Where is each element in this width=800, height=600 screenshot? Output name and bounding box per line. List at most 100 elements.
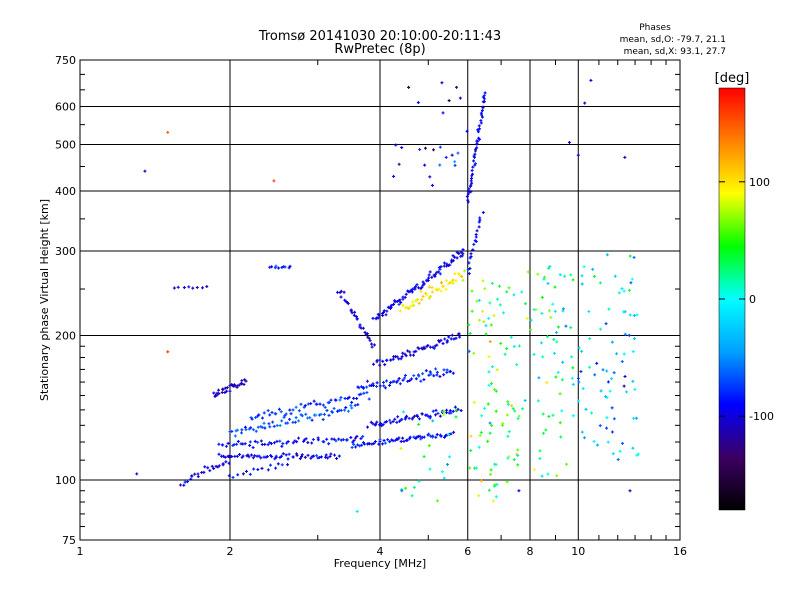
- echo-point: [405, 438, 409, 442]
- echo-point: [408, 379, 412, 383]
- echo-point: [428, 370, 432, 374]
- echo-point: [242, 382, 246, 386]
- echo-point: [176, 285, 180, 289]
- echo-point: [327, 401, 331, 405]
- echo-point: [529, 318, 533, 322]
- echo-point: [453, 255, 457, 259]
- echo-point: [389, 421, 393, 425]
- echo-point: [475, 299, 479, 303]
- echo-point: [558, 392, 562, 396]
- echo-point: [224, 444, 228, 448]
- echo-point: [488, 340, 492, 344]
- echo-point: [293, 439, 297, 443]
- echo-point: [326, 456, 330, 460]
- echo-point: [553, 285, 557, 289]
- echo-point: [470, 309, 474, 313]
- echo-point: [449, 411, 453, 415]
- echo-point: [217, 392, 221, 396]
- echo-point: [227, 454, 231, 458]
- echo-point: [196, 472, 200, 476]
- echo-point: [377, 442, 381, 446]
- echo-point: [546, 281, 550, 285]
- echo-point: [378, 363, 382, 367]
- echo-point: [166, 130, 170, 134]
- echo-point: [350, 445, 354, 449]
- echo-point: [329, 452, 333, 456]
- echo-point: [458, 273, 462, 277]
- echo-point: [378, 384, 382, 388]
- echo-point: [498, 284, 502, 288]
- echo-point: [445, 339, 449, 343]
- echo-point: [468, 267, 472, 271]
- echo-point: [230, 455, 234, 459]
- echo-point: [303, 455, 307, 459]
- echo-point: [428, 467, 432, 471]
- echo-point: [512, 344, 516, 348]
- echo-point: [570, 355, 574, 359]
- echo-point: [410, 494, 414, 498]
- echo-point: [339, 289, 343, 293]
- echo-point: [478, 216, 482, 220]
- colorbar-ticks: 100 0 -100: [719, 176, 774, 423]
- echo-point: [442, 368, 446, 372]
- echo-point: [428, 294, 432, 298]
- echo-point: [469, 252, 473, 256]
- echo-point: [237, 383, 241, 387]
- echo-point: [471, 165, 475, 169]
- echo-point: [496, 297, 500, 301]
- echo-point: [235, 442, 239, 446]
- echo-point: [347, 395, 351, 399]
- echo-point: [350, 400, 354, 404]
- echo-point: [450, 153, 454, 157]
- echo-point: [577, 380, 581, 384]
- echo-point: [288, 408, 292, 412]
- echo-point: [490, 365, 494, 369]
- echo-point: [235, 385, 239, 389]
- echo-point: [547, 266, 551, 270]
- echo-point: [439, 281, 443, 285]
- echo-point: [312, 399, 316, 403]
- echo-point: [266, 409, 270, 413]
- echo-point: [291, 408, 295, 412]
- echo-point: [417, 422, 421, 426]
- echo-point: [454, 336, 458, 340]
- echo-point: [423, 146, 427, 150]
- echo-point: [442, 476, 446, 480]
- echo-point: [631, 446, 635, 450]
- echo-point: [277, 407, 281, 411]
- echo-point: [494, 409, 498, 413]
- echo-point: [220, 391, 224, 395]
- echo-point: [506, 400, 510, 404]
- echo-point: [355, 509, 359, 513]
- echo-point: [569, 326, 573, 330]
- echo-point: [354, 315, 358, 319]
- echo-point: [471, 172, 475, 176]
- echo-point: [309, 402, 313, 406]
- echo-point: [414, 349, 418, 353]
- echo-point: [373, 440, 377, 444]
- echo-point: [503, 352, 507, 356]
- echo-point: [487, 383, 491, 387]
- echo-point: [379, 421, 383, 425]
- echo-point: [451, 281, 455, 285]
- echo-point: [283, 414, 287, 418]
- echo-point: [397, 162, 401, 166]
- echo-point: [526, 270, 530, 274]
- echo-point: [631, 350, 635, 354]
- echo-point: [618, 449, 622, 453]
- echo-point: [182, 483, 186, 487]
- echo-point: [385, 379, 388, 383]
- echo-point: [266, 468, 270, 472]
- echo-point: [332, 437, 336, 441]
- echo-point: [558, 421, 562, 425]
- y-axis-label: Stationary phase Virtual Height [km]: [38, 199, 51, 401]
- echo-point: [461, 252, 465, 256]
- echo-point: [244, 379, 248, 383]
- echo-point: [401, 410, 405, 414]
- echo-point: [272, 179, 276, 183]
- echo-point: [333, 453, 337, 457]
- echo-point: [627, 288, 631, 292]
- colorbar-label: [deg]: [715, 71, 750, 86]
- echo-point: [412, 485, 416, 489]
- echo-point: [388, 440, 392, 444]
